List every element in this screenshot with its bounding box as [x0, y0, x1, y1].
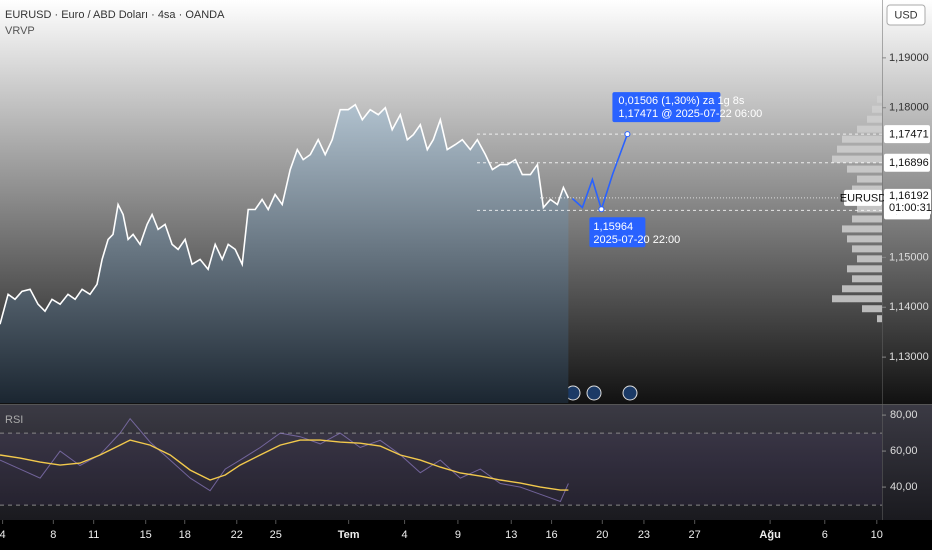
x-tick-label: 27	[689, 529, 701, 541]
projection-start	[598, 206, 605, 213]
x-tick-label: 23	[638, 529, 650, 541]
last-price-label: 1,16192	[889, 190, 929, 202]
volume-profile-bar	[872, 105, 882, 113]
currency-label: USD	[894, 9, 917, 21]
projection-box	[612, 92, 721, 123]
volume-profile-bar	[847, 265, 882, 273]
x-tick-label: 25	[270, 529, 282, 541]
y-tick-label: 1,13000	[889, 351, 929, 363]
volume-profile-bar	[842, 135, 882, 143]
last-price-countdown: 01:00:31	[889, 202, 932, 214]
price-badge	[884, 153, 930, 172]
rsi-band	[0, 433, 882, 506]
projection-start-label: 1,15964	[593, 221, 633, 233]
x-tick-label: 6	[822, 529, 828, 541]
volume-profile-bar	[847, 165, 882, 173]
volume-profile-bar	[832, 295, 882, 303]
volume-profile-bar	[877, 315, 882, 323]
event-icons	[565, 385, 638, 401]
x-tick-label: 16	[545, 529, 557, 541]
x-tick-label: Ağu	[759, 529, 780, 541]
x-tick-label: Tem	[338, 529, 360, 541]
volume-profile-bar	[847, 235, 882, 243]
price-line	[0, 103, 570, 325]
x-tick-label: 9	[455, 529, 461, 541]
volume-profile-bar	[852, 245, 882, 253]
x-tick-label: 18	[179, 529, 191, 541]
x-tick-label: 20	[596, 529, 608, 541]
volume-profile-bar	[852, 215, 882, 223]
indicator-label: VRVP	[5, 25, 35, 37]
event-icon[interactable]	[622, 385, 638, 401]
x-tick-label: 8	[50, 529, 56, 541]
price-badge	[884, 125, 930, 144]
volume-profile-bar	[857, 125, 882, 133]
price-badge-label: 1,16896	[889, 157, 929, 169]
x-tick-label: 10	[871, 529, 883, 541]
volume-profile-bar	[857, 255, 882, 263]
y-tick-label: 80,00	[890, 409, 918, 421]
projection-label: 0,01506 (1,30%) za 1g 8s	[618, 95, 744, 107]
projection-end	[624, 131, 631, 138]
last-price-symbol-badge	[844, 189, 882, 206]
y-tick-label: 1,19000	[889, 52, 929, 64]
y-tick-label: 1,18000	[889, 102, 929, 114]
y-tick-label: 60,00	[890, 445, 918, 457]
projection-detail: 1,17471 @ 2025-07-22 06:00	[618, 108, 762, 120]
price-area	[0, 104, 569, 403]
y-tick-label: 40,00	[890, 481, 918, 493]
volume-profile-bar	[877, 95, 882, 103]
volume-profile-bar	[852, 185, 882, 193]
last-price-symbol: EURUSD	[840, 192, 887, 204]
x-tick-label: 11	[88, 529, 99, 541]
x-tick-label: 22	[231, 529, 243, 541]
time-axis	[0, 520, 932, 550]
event-icon[interactable]	[586, 385, 602, 401]
x-tick-label: 13	[505, 529, 517, 541]
chart-title: EURUSD · Euro / ABD Doları · 4sa · OANDA	[5, 9, 225, 21]
volume-profile-bar	[857, 205, 882, 213]
rsi-pane	[0, 405, 932, 520]
last-price-badge	[884, 188, 931, 215]
volume-profile-bar	[842, 225, 882, 233]
volume-profile-bar	[862, 305, 882, 313]
y-tick-label: 1,14000	[889, 301, 929, 313]
projection-start-box	[589, 217, 646, 248]
volume-profile-bar	[857, 175, 882, 183]
volume-profile-bar	[842, 285, 882, 293]
rsi-line	[0, 439, 569, 491]
price-badge-label: 1,17471	[889, 129, 929, 141]
volume-profile-bar	[837, 145, 882, 153]
volume-profile-bar	[852, 275, 882, 283]
x-tick-label: 4	[0, 529, 6, 541]
x-tick-label: 15	[140, 529, 152, 541]
x-tick-label: 4	[402, 529, 408, 541]
volume-profile-bar	[867, 115, 882, 123]
y-tick-label: 1,15000	[889, 251, 929, 263]
currency-button[interactable]	[886, 4, 926, 26]
volume-profile-bar	[832, 155, 882, 163]
projection-start-time: 2025-07-20 22:00	[593, 234, 680, 246]
rsi-title: RSI	[5, 414, 23, 426]
projection-path	[571, 133, 629, 212]
